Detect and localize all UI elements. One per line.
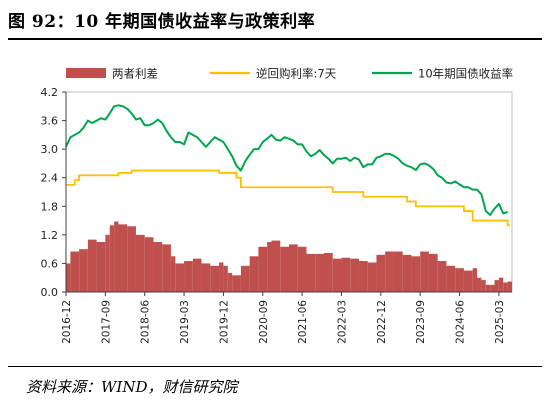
x-tick-label: 2021-06 [297, 300, 309, 344]
spread-bar [79, 249, 88, 292]
spread-bar [376, 254, 386, 292]
spread-bar [481, 280, 486, 292]
source-note: 资料来源：WIND，财信研究院 [26, 378, 238, 396]
x-tick-label: 2023-09 [415, 300, 427, 344]
spread-bar [118, 224, 128, 292]
spread-bar [127, 226, 136, 292]
x-tick-label: 2017-09 [100, 300, 112, 344]
spread-bar [223, 265, 228, 292]
y-tick-label: 0.6 [41, 257, 59, 270]
spread-bar [109, 225, 115, 292]
spread-bar [114, 221, 119, 292]
spread-bar [494, 280, 499, 292]
y-tick-label: 1.2 [41, 229, 59, 242]
y-tick-label: 4.2 [41, 86, 59, 99]
bond-yield-line [65, 104, 508, 216]
x-tick-label: 2019-12 [218, 300, 230, 344]
y-tick-label: 0.0 [41, 286, 59, 299]
spread-bar [437, 261, 447, 292]
figure-title: 图 92：10 年期国债收益率与政策利率 [8, 12, 316, 32]
y-tick-label: 3.0 [41, 143, 59, 156]
spread-bar [332, 258, 342, 292]
spread-bar [249, 256, 259, 292]
legend-swatch-spread [66, 68, 106, 78]
spread-bar [455, 268, 464, 292]
chart-lines [65, 104, 510, 227]
spread-bar [232, 275, 241, 292]
x-tick-label: 2025-03 [494, 300, 506, 344]
spread-bar [267, 242, 272, 292]
spread-bar [393, 251, 403, 292]
spread-bar [144, 237, 154, 292]
spread-bar [70, 251, 80, 292]
spread-bar [289, 244, 298, 292]
spread-bar [341, 257, 351, 292]
spread-bar [446, 265, 456, 292]
spread-bar [87, 239, 97, 292]
spread-bar [323, 252, 333, 292]
spread-bar [503, 282, 508, 292]
x-tick-label: 2020-09 [258, 300, 270, 344]
spread-bar [240, 265, 250, 292]
spread-bar [306, 253, 316, 292]
x-tick-label: 2016-12 [61, 300, 73, 344]
x-tick-label: 2022-12 [376, 300, 388, 344]
spread-bar [428, 253, 438, 292]
spread-bar [463, 270, 473, 292]
spread-bar [367, 262, 377, 292]
spread-bar [219, 262, 224, 292]
spread-bar [175, 263, 185, 292]
legend-label: 10年期国债收益率 [418, 67, 513, 81]
y-tick-label: 1.8 [41, 200, 59, 213]
x-tick-label: 2022-03 [336, 300, 348, 344]
spread-bar [66, 263, 71, 292]
spread-bar [315, 253, 324, 292]
spread-bar [472, 268, 478, 292]
spread-bar [420, 251, 429, 292]
spread-bar [297, 246, 307, 292]
spread-bar [477, 277, 482, 292]
title-rule [8, 38, 542, 40]
spread-bar [227, 272, 233, 292]
y-tick-label: 3.6 [41, 115, 59, 128]
spread-bar [135, 234, 145, 292]
spread-bar [280, 246, 289, 292]
x-tick-label: 2019-03 [179, 300, 191, 344]
chart-axes: 0.0 0.6 1.2 1.8 2.4 3.0 3.6 4.2 2016-12 2017-09 20… [41, 86, 512, 344]
reverse-repo-line [66, 169, 510, 227]
spread-bar [498, 277, 504, 292]
spread-bar [350, 258, 359, 292]
spread-bar [153, 242, 163, 292]
spread-bar [402, 254, 412, 292]
spread-bar [162, 244, 171, 292]
chart-legend: 两者利差 逆回购利率:7天 10年期国债收益率 [66, 67, 513, 81]
spread-bar [258, 246, 268, 292]
spread-bar [210, 265, 220, 292]
legend-label: 逆回购利率:7天 [256, 67, 337, 81]
y-tick-label: 2.4 [41, 172, 59, 185]
spread-bar [490, 284, 495, 292]
spread-bar [170, 256, 176, 292]
spread-bar [411, 256, 421, 292]
spread-bar [385, 251, 394, 292]
spread-bar [96, 242, 106, 292]
spread-bar [485, 284, 491, 292]
spread-bar [201, 263, 211, 292]
spread-bars [66, 221, 512, 292]
spread-bar [184, 261, 193, 292]
spread-bar [507, 281, 512, 292]
spread-bar [271, 240, 281, 292]
spread-bar [192, 258, 202, 292]
x-tick-label: 2018-06 [140, 300, 152, 344]
legend-label: 两者利差 [112, 67, 158, 81]
source-rule [8, 366, 542, 367]
spread-bar [105, 234, 110, 292]
spread-bar [358, 261, 368, 292]
x-tick-label: 2024-06 [455, 300, 467, 344]
